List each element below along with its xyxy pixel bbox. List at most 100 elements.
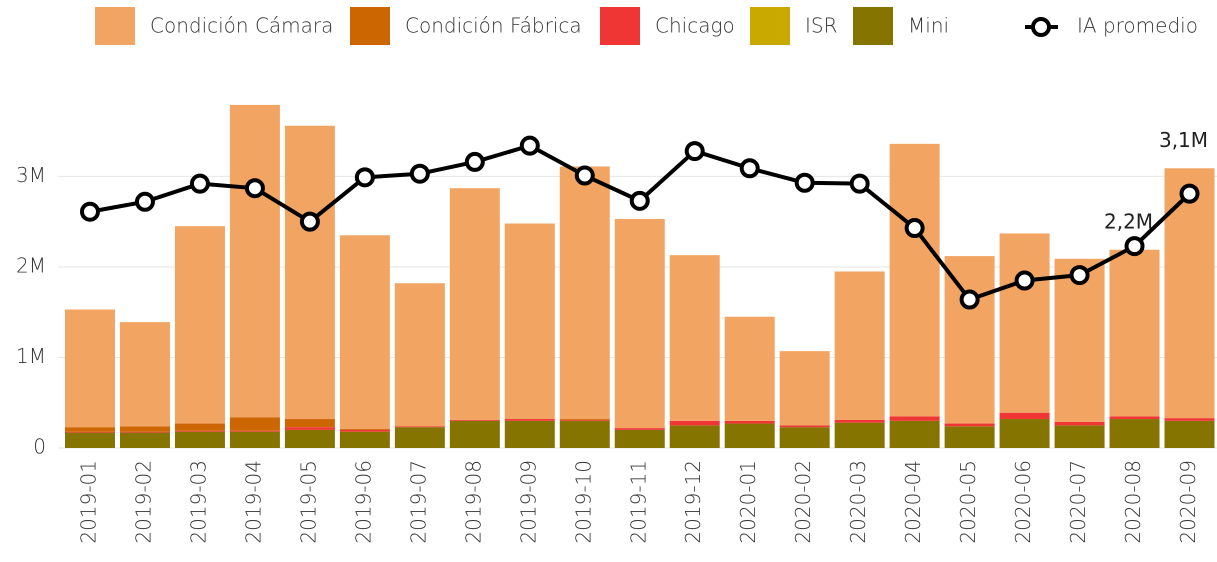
bar-segment (119, 322, 170, 427)
bar-segment (229, 417, 280, 431)
bar-segment (229, 430, 280, 432)
bar-segment (724, 420, 775, 424)
x-tick-label: 2019-09 (516, 460, 540, 544)
bar-segment (1109, 416, 1160, 420)
line-point (464, 151, 485, 172)
bar-segment (394, 426, 445, 428)
bar-segment (229, 431, 280, 448)
bar-segment (449, 188, 500, 420)
bar-segment (559, 419, 610, 420)
bar-segment (889, 420, 940, 448)
line-point (354, 167, 375, 188)
x-tick-label: 2020-05 (956, 460, 980, 544)
x-tick-label: 2019-02 (131, 460, 155, 544)
bar-segment (64, 432, 115, 448)
x-tick-label: 2019-01 (76, 460, 100, 544)
bar-segment (559, 419, 610, 421)
legend-label: Condición Fábrica (405, 14, 582, 38)
legend-label: Condición Cámara (150, 14, 333, 38)
legend-swatch (350, 7, 390, 45)
line-point (959, 289, 980, 310)
bar-segment (1164, 168, 1215, 419)
x-tick-label: 2020-03 (846, 460, 870, 544)
bar-segment (174, 430, 225, 432)
bar-segment (1164, 418, 1215, 421)
bar-segment (999, 412, 1050, 420)
bar-segment (504, 420, 555, 448)
x-tick-label: 2019-11 (626, 460, 650, 544)
line-point (189, 173, 210, 194)
line-point (299, 211, 320, 232)
bar-segment (834, 271, 885, 420)
x-tick-label: 2019-08 (461, 460, 485, 544)
bar-segment (834, 419, 885, 423)
line-point (79, 201, 100, 222)
bar-segment (559, 166, 610, 420)
bar-segment (1109, 419, 1160, 448)
bar-segment (174, 423, 225, 431)
bar-segment (174, 431, 225, 448)
line-point (904, 218, 925, 239)
legend-label: IA promedio (1077, 14, 1198, 38)
x-tick-label: 2020-02 (791, 460, 815, 544)
legend-label: Chicago (655, 14, 735, 38)
bar-segment (504, 419, 555, 421)
y-tick-label: 2M (16, 253, 46, 277)
bar-segment (669, 425, 720, 448)
bar-segment (1164, 420, 1215, 448)
x-tick-label: 2020-09 (1176, 460, 1200, 544)
x-tick-label: 2019-03 (186, 460, 210, 544)
bar-segment (669, 255, 720, 421)
line-point (1124, 236, 1145, 257)
bar-segment (889, 416, 940, 421)
legend-swatch (853, 7, 893, 45)
bar-segment (614, 218, 665, 429)
line-point (1179, 183, 1200, 204)
bar-segment (339, 431, 390, 448)
bar-segment (64, 427, 115, 432)
bar-segment (724, 423, 775, 448)
x-tick-label: 2019-10 (571, 460, 595, 544)
bar-segment (779, 351, 830, 426)
bar-segment (779, 425, 830, 428)
bar-segment (944, 423, 995, 427)
line-point (794, 172, 815, 193)
bar-segment (284, 427, 335, 430)
bar-segment (339, 429, 390, 432)
line-point (134, 191, 155, 212)
x-tick-label: 2020-01 (736, 460, 760, 544)
bar-segment (614, 428, 665, 430)
bar-segment (999, 233, 1050, 413)
legend-marker (1031, 17, 1051, 37)
bar-segment (889, 143, 940, 417)
line-point (629, 190, 650, 211)
bar-segment (449, 419, 500, 421)
bar-segment (1109, 249, 1160, 417)
bar-segment (614, 429, 665, 448)
line-point (574, 165, 595, 186)
bar-segment (779, 427, 830, 448)
bar-segment (669, 420, 720, 426)
bar-segment (559, 420, 610, 448)
bar-segment (339, 235, 390, 429)
legend-swatch (750, 7, 790, 45)
bar-segment (1054, 258, 1105, 422)
x-tick-label: 2019-04 (241, 460, 265, 544)
x-tick-label: 2019-12 (681, 460, 705, 544)
legend-swatch (95, 7, 135, 45)
bar-segment (119, 432, 170, 448)
bar-segment (1054, 421, 1105, 426)
bar-segment (394, 283, 445, 427)
bar-segment (284, 419, 335, 428)
legend-swatch (600, 7, 640, 45)
bar-segment (944, 256, 995, 424)
bar-segment (174, 226, 225, 424)
bar-segment (999, 419, 1050, 448)
bar-segment (339, 428, 390, 430)
line-point (409, 163, 430, 184)
bar-segment (504, 223, 555, 420)
line-point (1014, 270, 1035, 291)
bar-segment (64, 431, 115, 433)
line-point (849, 173, 870, 194)
